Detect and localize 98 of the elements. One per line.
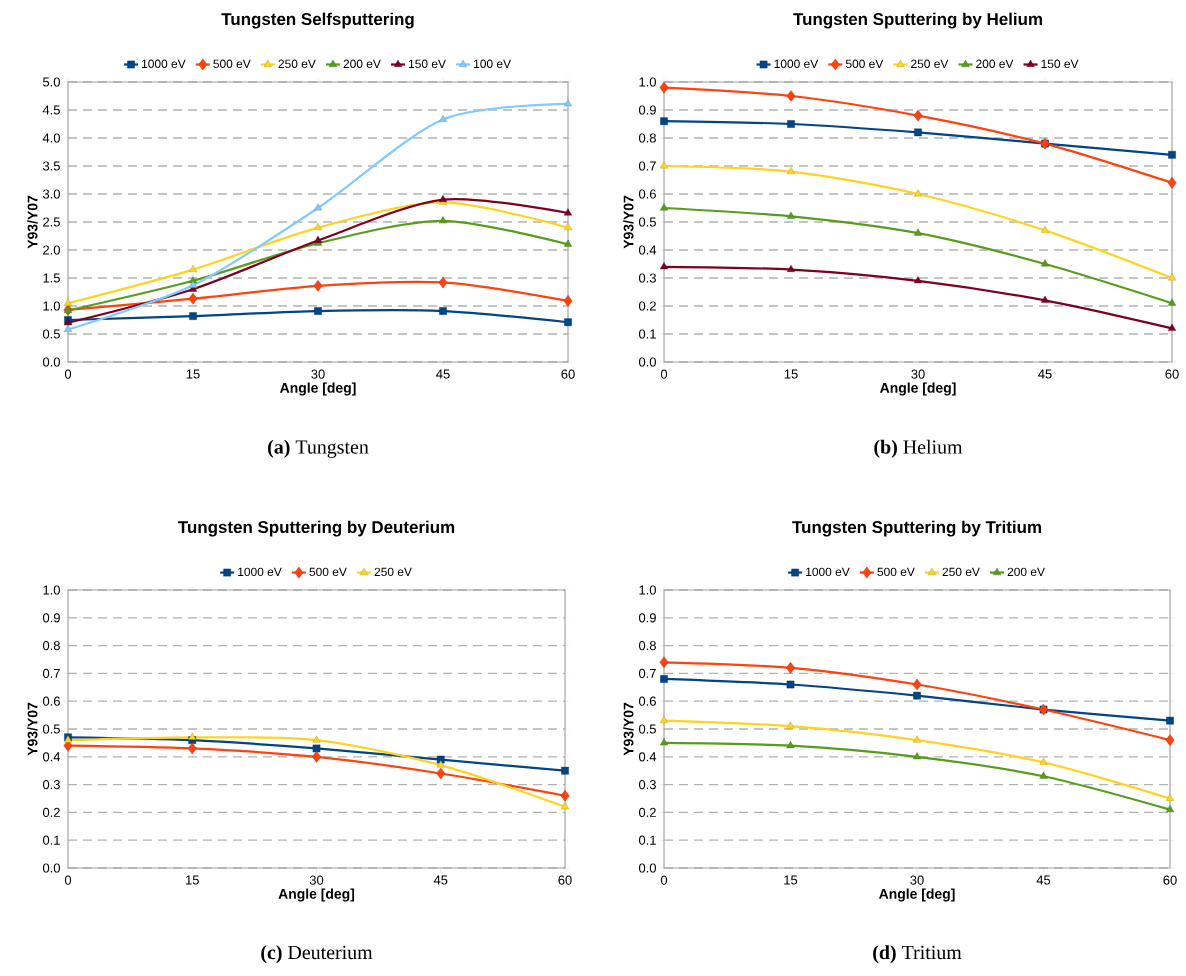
y-tick-label: 0.2 <box>42 807 60 817</box>
y-tick-label: 0.2 <box>638 807 656 817</box>
y-tick-label: 1.0 <box>639 77 656 87</box>
legend-label: 200 eV <box>976 59 1014 69</box>
x-tick-label: 15 <box>186 369 200 379</box>
x-tick-label: 0 <box>660 369 668 379</box>
legend-label: 100 eV <box>474 59 511 69</box>
x-tick-label: 15 <box>784 875 798 885</box>
y-tick-label: 0.4 <box>638 752 657 762</box>
y-tick-label: 0.5 <box>42 724 60 734</box>
y-tick-label: 0.4 <box>638 245 657 255</box>
y-tick-label: 0.6 <box>638 189 656 199</box>
x-axis-title: Angle [deg] <box>879 888 955 902</box>
y-tick-label: 0.3 <box>42 780 60 790</box>
legend-label: 250 eV <box>942 567 980 577</box>
legend-label: 1000 eV <box>238 567 282 577</box>
y-tick-label: 0.5 <box>638 217 656 227</box>
x-tick-label: 60 <box>1165 369 1179 379</box>
y-tick-label: 0.0 <box>42 357 60 367</box>
y-tick-label: 0.4 <box>42 752 61 762</box>
legend-label: 250 eV <box>278 59 316 69</box>
y-tick-label: 0.5 <box>42 329 60 339</box>
text: (c) Deuterium <box>261 945 373 964</box>
y-axis-title: Y93/Y07 <box>623 195 634 249</box>
y-tick-label: 2.0 <box>43 245 60 255</box>
legend-label: 500 eV <box>845 59 884 69</box>
y-tick-label: 4.5 <box>42 105 60 115</box>
x-tick-label: 45 <box>433 875 448 885</box>
y-tick-label: 0.6 <box>638 696 656 706</box>
y-axis-title: Y93/Y07 <box>623 702 634 756</box>
y-tick-label: 3.5 <box>42 161 60 171</box>
y-tick-label: 0.5 <box>638 724 656 734</box>
chart-title: Tungsten Selfsputtering <box>221 12 414 29</box>
x-tick-label: 15 <box>784 369 798 379</box>
x-axis-title: Angle [deg] <box>880 382 956 396</box>
legend-label: 150 eV <box>409 59 446 69</box>
chart-title: Tungsten Sputtering by Tritium <box>792 520 1041 537</box>
legend-label: 500 eV <box>213 59 251 69</box>
x-tick-label: 60 <box>1163 875 1177 885</box>
x-tick-label: 60 <box>558 875 572 885</box>
y-axis-title: Y93/Y07 <box>27 702 38 756</box>
y-tick-label: 0.8 <box>638 133 656 143</box>
legend-label: 1000 eV <box>774 59 819 69</box>
legend-label: 500 eV <box>309 567 347 577</box>
legend-label: 200 eV <box>1007 567 1045 577</box>
legend-label: 250 eV <box>911 59 949 69</box>
x-tick-label: 30 <box>911 369 925 379</box>
x-axis-title: Angle [deg] <box>278 888 355 902</box>
x-tick-label: 30 <box>309 875 324 885</box>
y-tick-label: 0.9 <box>638 105 656 115</box>
y-tick-label: 0.0 <box>42 863 60 873</box>
y-tick-label: 0.1 <box>42 835 60 845</box>
legend-label: 1000 eV <box>142 59 186 69</box>
legend-label: 200 eV <box>343 59 381 69</box>
legend-label: 250 eV <box>374 567 412 577</box>
x-tick-label: 0 <box>64 875 72 885</box>
y-tick-label: 0.0 <box>638 357 656 367</box>
y-tick-label: 1.0 <box>43 585 60 595</box>
y-tick-label: 0.0 <box>638 863 656 873</box>
y-tick-label: 0.9 <box>42 613 60 623</box>
chart-title: Tungsten Sputtering by Deuterium <box>178 520 455 537</box>
text: (d) Tritium <box>873 945 962 964</box>
y-tick-label: 0.7 <box>638 668 656 678</box>
y-tick-label: 0.2 <box>638 301 656 311</box>
y-tick-label: 0.8 <box>638 641 656 651</box>
chart-title: Tungsten Sputtering by Helium <box>793 12 1042 29</box>
x-tick-label: 30 <box>910 875 924 885</box>
x-tick-label: 15 <box>186 875 199 885</box>
y-tick-label: 0.8 <box>42 641 60 651</box>
y-tick-label: 1.5 <box>43 273 60 283</box>
y-tick-label: 0.9 <box>638 613 656 623</box>
y-tick-label: 1.0 <box>43 301 60 311</box>
x-tick-label: 0 <box>64 369 72 379</box>
x-tick-label: 45 <box>1036 875 1051 885</box>
legend-label: 150 eV <box>1041 59 1079 69</box>
x-tick-label: 45 <box>1038 369 1052 379</box>
y-tick-label: 3.0 <box>42 189 60 199</box>
legend-label: 1000 eV <box>806 567 850 577</box>
y-tick-label: 0.1 <box>638 329 656 339</box>
y-tick-label: 2.5 <box>43 217 60 227</box>
y-tick-label: 0.7 <box>638 161 656 171</box>
x-tick-label: 60 <box>561 369 575 379</box>
text: (a) Tungsten <box>268 439 369 458</box>
y-tick-label: 5.0 <box>42 77 60 87</box>
legend-label: 500 eV <box>877 567 915 577</box>
y-tick-label: 1.0 <box>639 585 656 595</box>
y-tick-label: 0.7 <box>42 668 60 678</box>
y-tick-label: 0.1 <box>638 835 656 845</box>
text: (b) Helium <box>874 439 963 458</box>
x-axis-title: Angle [deg] <box>279 382 356 396</box>
x-tick-label: 45 <box>436 369 450 379</box>
y-tick-label: 0.3 <box>638 273 656 283</box>
y-tick-label: 0.3 <box>638 780 656 790</box>
x-tick-label: 0 <box>660 875 668 885</box>
y-tick-label: 0.6 <box>42 696 60 706</box>
y-tick-label: 4.0 <box>42 133 60 143</box>
x-tick-label: 30 <box>311 369 325 379</box>
y-axis-title: Y93/Y07 <box>27 195 38 249</box>
